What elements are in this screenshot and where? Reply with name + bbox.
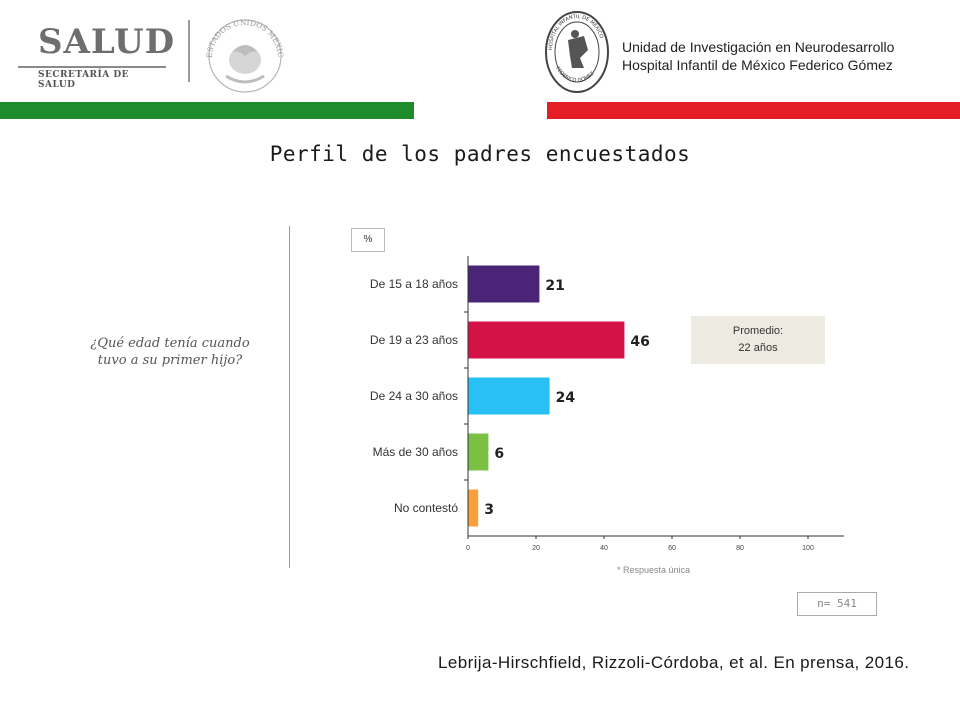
survey-question-line-2: tuvo a su primer hijo? — [97, 353, 243, 368]
bar — [468, 377, 550, 415]
bar — [468, 489, 479, 527]
mexico-seal-icon: ESTADOS UNIDOS MEXICANOS — [200, 10, 285, 93]
bar — [468, 433, 489, 471]
axes: 0 20 40 60 80 100 — [464, 256, 844, 552]
header-band-green — [0, 102, 414, 119]
x-tick-label: 0 — [466, 545, 470, 552]
category-label: No contestó — [394, 501, 458, 515]
logo-divider — [188, 20, 190, 82]
value-label: 3 — [484, 502, 494, 518]
average-box: Promedio: 22 años — [691, 316, 825, 364]
value-label: 21 — [545, 278, 564, 294]
institution-name: Unidad de Investigación en Neurodesarrol… — [622, 38, 894, 74]
svg-text:FEDERICO GÓMEZ: FEDERICO GÓMEZ — [554, 66, 596, 84]
x-tick-label: 100 — [802, 545, 814, 552]
salud-logo-rule — [18, 66, 166, 68]
page-title: Perfil de los padres encuestados — [269, 142, 691, 166]
average-value: 22 años — [738, 342, 778, 354]
average-label: Promedio: — [732, 325, 784, 337]
salud-logo: SALUD SECRETARÍA DE SALUD — [18, 22, 174, 90]
x-tick-label: 20 — [532, 545, 540, 552]
x-tick-label: 60 — [668, 545, 676, 552]
survey-question-line-1: ¿Qué edad tenía cuando — [90, 336, 250, 351]
value-labels: 21 46 24 6 3 — [484, 278, 650, 518]
value-label: 6 — [494, 446, 504, 462]
bars — [468, 265, 625, 527]
salud-logo-text: SALUD — [38, 22, 176, 62]
x-tick-label: 40 — [600, 545, 608, 552]
value-label: 46 — [630, 334, 649, 350]
survey-question: ¿Qué edad tenía cuando tuvo a su primer … — [70, 335, 270, 369]
institution-line-1: Unidad de Investigación en Neurodesarrol… — [622, 39, 895, 55]
institution-line-2: Hospital Infantil de México Federico Góm… — [622, 57, 893, 73]
hospital-seal-icon: HOSPITAL INFANTIL DE MÉXICO FEDERICO GÓM… — [545, 11, 609, 93]
citation: Lebrija-Hirschfield, Rizzoli-Córdoba, et… — [438, 653, 910, 672]
age-bar-chart: De 15 a 18 años De 19 a 23 años De 24 a 30… — [370, 256, 844, 552]
unit-label: % — [351, 228, 385, 252]
footnote: * Respuesta única — [617, 565, 691, 575]
section-divider — [289, 226, 290, 568]
x-tick-label: 80 — [736, 545, 744, 552]
bar — [468, 321, 625, 359]
sample-size-badge: n= 541 — [797, 592, 877, 616]
value-label: 24 — [556, 390, 576, 406]
category-labels: De 15 a 18 años De 19 a 23 años De 24 a 30… — [370, 277, 458, 515]
category-label: Más de 30 años — [373, 445, 458, 459]
category-label: De 15 a 18 años — [370, 277, 458, 291]
bar — [468, 265, 540, 303]
header-band-red — [547, 102, 960, 119]
category-label: De 24 a 30 años — [370, 389, 458, 403]
salud-logo-subtitle: SECRETARÍA DE SALUD — [38, 70, 130, 90]
category-label: De 19 a 23 años — [370, 333, 458, 347]
